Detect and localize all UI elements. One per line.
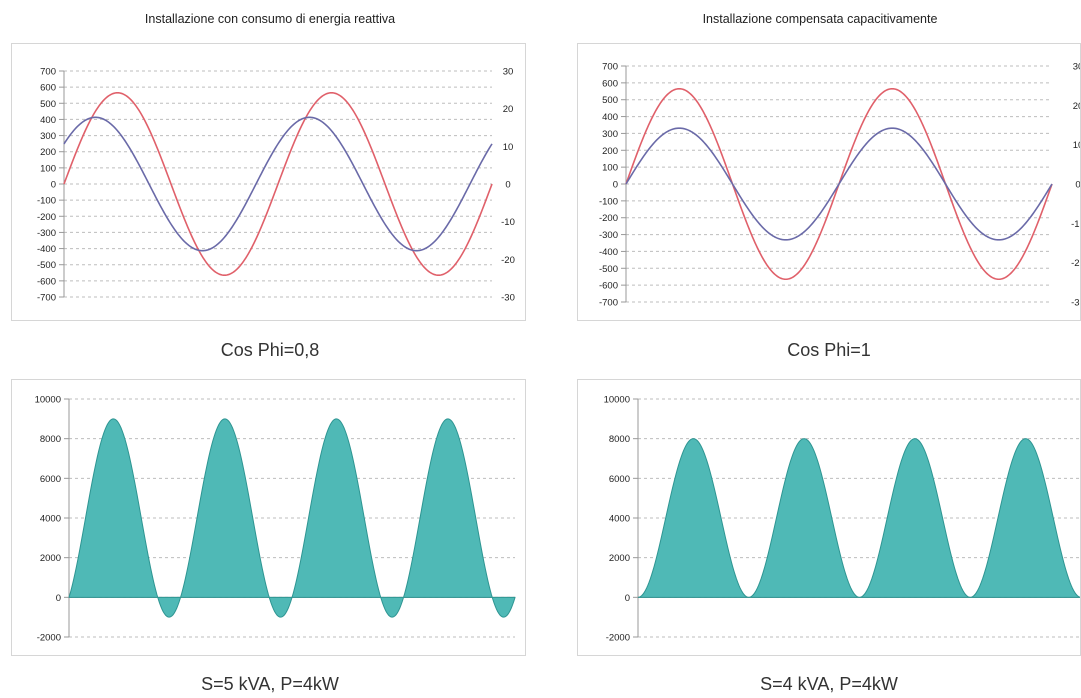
y-tick-label: 500 <box>40 99 56 110</box>
y-tick-label: 0 <box>613 180 618 191</box>
y2-tick-label: -10 <box>1071 219 1081 230</box>
y-tick-label: -600 <box>599 281 618 292</box>
y-tick-label: -100 <box>599 196 618 207</box>
y-tick-label: 6000 <box>40 474 61 485</box>
y-tick-label: 2000 <box>609 553 630 564</box>
y-tick-label: 300 <box>602 129 618 140</box>
y2-tick-label: 0 <box>1075 180 1080 191</box>
y-tick-label: 500 <box>602 95 618 106</box>
y-tick-label: 10000 <box>604 395 630 406</box>
y-tick-label: 2000 <box>40 553 61 564</box>
caption-top-left: Cos Phi=0,8 <box>220 340 320 360</box>
chart-power-s5kva: 10000 8000 6000 4000 2000 0 -2000 <box>11 379 526 656</box>
y-tick-label: 200 <box>602 146 618 157</box>
voltage-series-line <box>63 91 493 277</box>
chart-voltage-current-cosphi-1: 700 600 500 400 300 200 100 0 -100 -200 -300 -400 -5… <box>577 43 1081 321</box>
y-tick-label: -200 <box>599 213 618 224</box>
y-tick-label: 0 <box>56 593 61 604</box>
y-tick-label: 700 <box>602 62 618 73</box>
y2-tick-label: -30 <box>501 293 515 304</box>
y-tick-label: 100 <box>40 163 56 174</box>
y-tick-label: -300 <box>599 230 618 241</box>
y2-tick-label: -10 <box>501 217 515 228</box>
y-tick-label: 0 <box>51 180 56 191</box>
y-tick-label: -2000 <box>37 633 61 644</box>
caption-top-right: Cos Phi=1 <box>787 340 871 360</box>
y-tick-label: 600 <box>602 78 618 89</box>
y-tick-label: 4000 <box>609 514 630 525</box>
y-tick-label: 600 <box>40 83 56 94</box>
y2-tick-label: 10 <box>1073 140 1081 151</box>
y-tick-label: 200 <box>40 147 56 158</box>
y-tick-label: 700 <box>40 67 56 78</box>
y-tick-label: 400 <box>40 115 56 126</box>
chart-voltage-current-cosphi-0-8: 700 600 500 400 300 200 100 0 -100 -200 -300 -400 -5… <box>11 43 526 321</box>
y-tick-label: 0 <box>625 593 630 604</box>
y-tick-label: -400 <box>37 244 56 255</box>
y-tick-label: -400 <box>599 247 618 258</box>
caption-bottom-right: S=4 kVA, P=4kW <box>760 674 898 694</box>
title-left: Installazione con consumo di energia rea… <box>144 12 396 26</box>
chart-svg-top-right: 7006005004003002001000-100-200-300-400-5… <box>599 62 1081 309</box>
y-tick-label: -300 <box>37 228 56 239</box>
y-tick-label: -600 <box>37 276 56 287</box>
current-series-line <box>625 127 1053 241</box>
y-tick-label: 400 <box>602 112 618 123</box>
current-series-line <box>63 116 493 252</box>
y2-tick-label: 0 <box>505 180 510 191</box>
y-tick-label: 10000 <box>35 395 61 406</box>
chart-svg-bottom-right: 10000 8000 6000 4000 2000 0 -2000 <box>604 395 1080 644</box>
power-area <box>68 418 516 618</box>
y2-tick-label: -20 <box>1071 258 1081 269</box>
y-tick-label: 6000 <box>609 474 630 485</box>
y-tick-label: -200 <box>37 212 56 223</box>
y2-tick-label: -30 <box>1071 298 1081 309</box>
y2-tick-label: -20 <box>501 255 515 266</box>
caption-bottom-left: S=5 kVA, P=4kW <box>201 674 339 694</box>
y-tick-label: 100 <box>602 163 618 174</box>
power-area <box>637 438 1080 598</box>
y-tick-label: 8000 <box>609 434 630 445</box>
y-tick-label: -500 <box>599 264 618 275</box>
y2-tick-label: 20 <box>503 104 514 115</box>
y2-tick-label: 30 <box>503 67 514 78</box>
y2-tick-label: 30 <box>1073 62 1081 73</box>
y-tick-label: 8000 <box>40 434 61 445</box>
y-tick-label: -2000 <box>606 633 630 644</box>
y-tick-label: -500 <box>37 260 56 271</box>
y-tick-label: -700 <box>599 298 618 309</box>
y-tick-label: 300 <box>40 131 56 142</box>
chart-svg-bottom-left: 10000 8000 6000 4000 2000 0 -2000 <box>35 395 516 644</box>
y-tick-label: -700 <box>37 293 56 304</box>
chart-power-s4kva: 10000 8000 6000 4000 2000 0 -2000 <box>577 379 1081 656</box>
y-tick-label: 4000 <box>40 514 61 525</box>
y2-tick-label: 10 <box>503 142 514 153</box>
title-right: Installazione compensata capacitivamente <box>702 12 938 26</box>
y-tick-label: -100 <box>37 196 56 207</box>
chart-svg-top-left: 7006005004003002001000-100-200-300-400-5… <box>37 67 515 304</box>
y2-tick-label: 20 <box>1073 101 1081 112</box>
